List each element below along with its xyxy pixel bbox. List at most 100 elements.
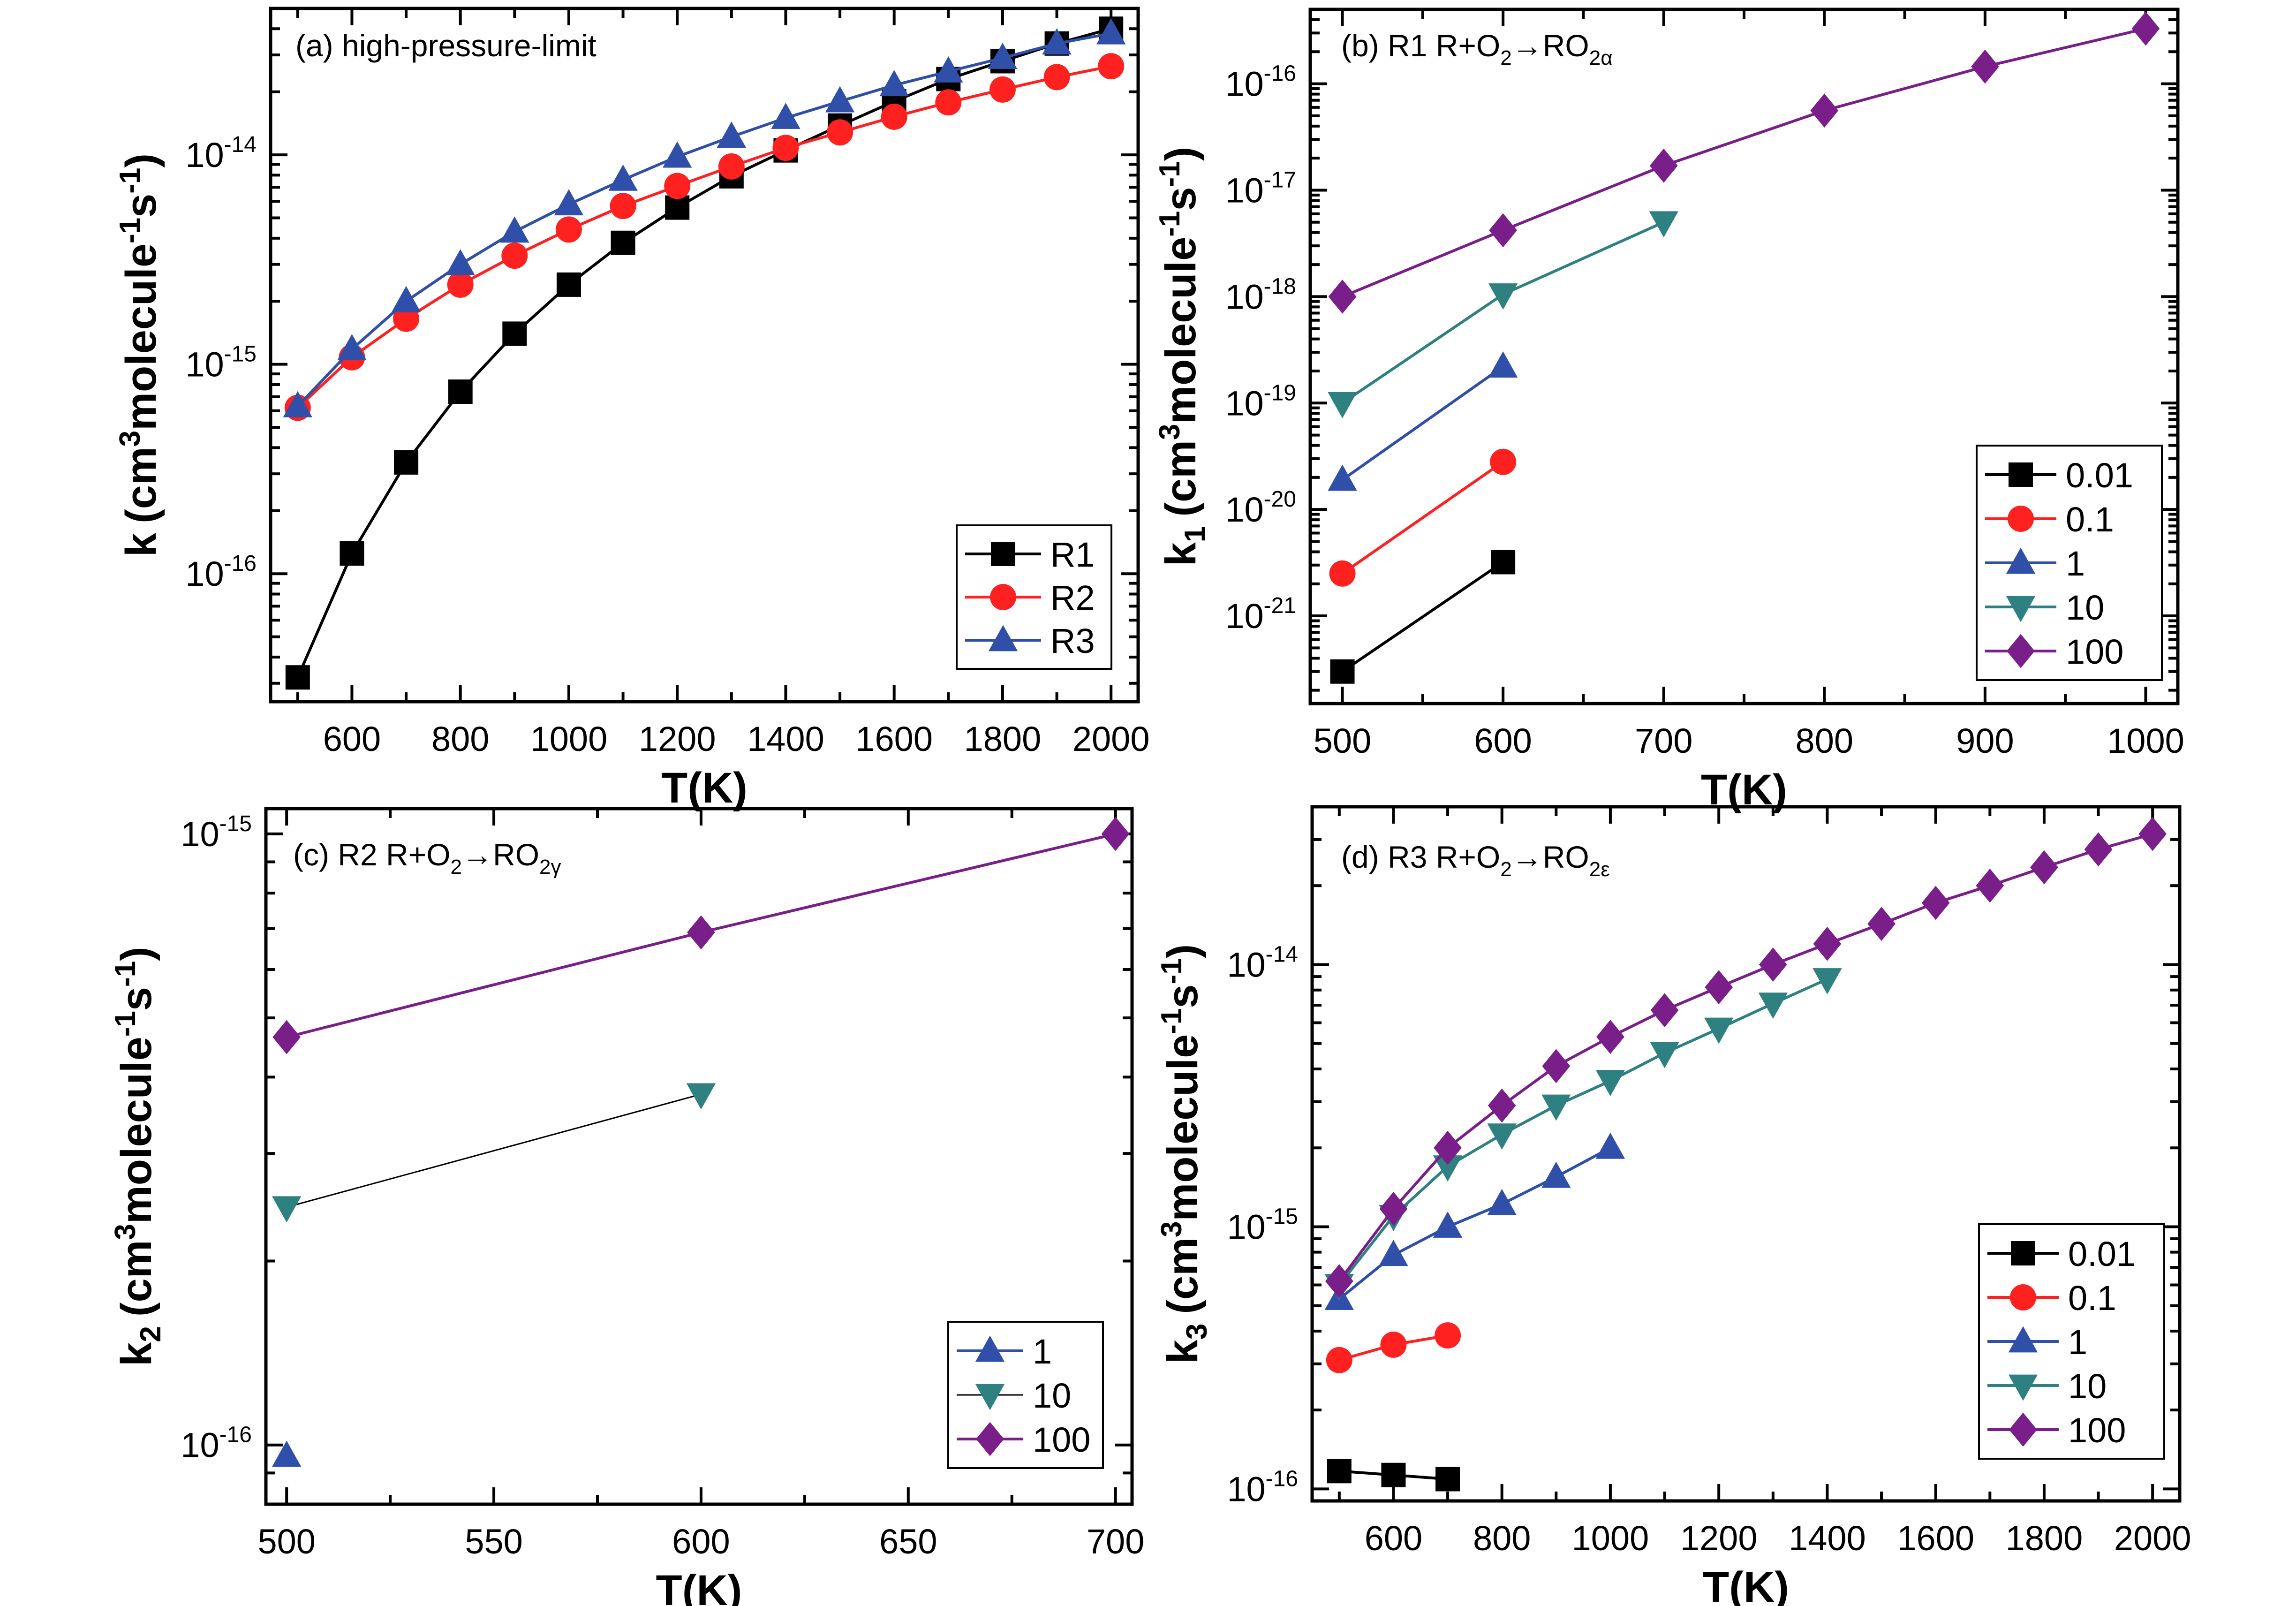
- y-tick-base: 10: [1225, 65, 1263, 104]
- y-axis-title: k3(cm3molecule-1s-1): [1156, 944, 1213, 1364]
- plot-frame: [269, 7, 1140, 704]
- data-point: [1101, 817, 1130, 851]
- series-line: [1342, 27, 2146, 298]
- y-axis-title: k(cm3molecule-1s-1): [114, 153, 165, 557]
- legend-marker: [990, 584, 1016, 610]
- data-point: [1595, 1132, 1625, 1159]
- y-axis-unit-exp: -1: [1156, 1008, 1188, 1034]
- data-point: [1328, 464, 1357, 491]
- legend-marker: [2008, 1374, 2038, 1401]
- y-axis-symbol: k: [113, 1342, 160, 1366]
- data-point: [1042, 28, 1072, 55]
- series-line: [1338, 977, 1828, 1286]
- data-point: [825, 86, 855, 113]
- data-point: [556, 272, 581, 297]
- legend-item: 100: [1985, 632, 2123, 671]
- x-tick-label: 600: [323, 720, 381, 758]
- data-point: [1381, 1462, 1406, 1487]
- y-tick-exponent: -16: [224, 551, 257, 576]
- y-tick-label: 10-14: [185, 132, 257, 174]
- x-tick-label: 2000: [2114, 1519, 2191, 1558]
- series-line: [296, 32, 1111, 408]
- y-tick-label: 10-14: [1227, 942, 1298, 985]
- x-tick-label: 900: [1956, 721, 2014, 760]
- legend-item: R3: [965, 621, 1095, 660]
- y-tick-exponent: -15: [219, 811, 252, 836]
- y-axis-unit-close: ): [1157, 147, 1205, 161]
- data-point: [283, 391, 313, 417]
- data-point: [555, 216, 582, 243]
- series-10: [1328, 211, 1678, 418]
- series-100: [1328, 11, 2160, 314]
- legend-label: 1: [2068, 1323, 2087, 1362]
- series-line: [1341, 561, 1504, 673]
- y-tick-exponent: -20: [1264, 487, 1296, 512]
- panel-label-subscript: 2: [451, 856, 462, 879]
- series-line: [1341, 461, 1504, 575]
- legend: R1 R2 R3: [956, 524, 1112, 670]
- plot-frame: [264, 807, 1134, 1506]
- data-point: [881, 103, 907, 130]
- x-tick-label: 1000: [2107, 721, 2184, 760]
- data-point: [1758, 992, 1788, 1019]
- x-tick-label: 500: [257, 1522, 315, 1561]
- y-tick-label: 10-16: [1225, 61, 1296, 104]
- y-tick-label: 10-20: [1225, 487, 1296, 529]
- legend: 0.01 0.1 1 10 100: [1976, 445, 2163, 681]
- x-axis-title: T(K): [1703, 1563, 1789, 1606]
- y-axis-unit-molecule: molecule: [117, 243, 165, 431]
- data-point: [1327, 1459, 1352, 1484]
- y-tick-base: 10: [1227, 946, 1265, 985]
- data-point: [665, 195, 690, 220]
- y-tick-exponent: -21: [1264, 593, 1296, 618]
- legend-label: 10: [1033, 1376, 1071, 1415]
- legend-label: 10: [2068, 1367, 2107, 1406]
- x-tick-label: 1800: [964, 720, 1042, 758]
- y-tick-exponent: -18: [1264, 274, 1296, 299]
- data-point: [1541, 1161, 1571, 1188]
- data-point: [1329, 560, 1356, 587]
- data-point: [662, 141, 692, 168]
- y-tick-base: 10: [1225, 597, 1263, 636]
- data-point: [1971, 49, 1999, 84]
- x-tick-label: 700: [1087, 1522, 1144, 1561]
- data-point: [686, 1083, 716, 1110]
- y-axis-unit-exp: 3: [1156, 1221, 1188, 1237]
- x-tick-label: 600: [1365, 1519, 1422, 1558]
- data-point: [1542, 1049, 1571, 1083]
- y-axis-unit-exp: 3: [114, 431, 146, 447]
- data-point: [1434, 1130, 1462, 1165]
- data-point: [1921, 886, 1950, 920]
- data-point: [934, 56, 963, 83]
- legend-label: 100: [1033, 1420, 1090, 1459]
- panel-label-arrow: →RO: [462, 837, 539, 872]
- data-point: [447, 271, 474, 298]
- y-tick-base: 10: [1227, 1470, 1265, 1508]
- y-axis-unit-exp: -1: [1154, 161, 1186, 187]
- y-tick-exponent: -16: [1264, 61, 1296, 86]
- legend-item: 100: [957, 1420, 1090, 1459]
- data-point: [1649, 211, 1678, 238]
- data-point: [394, 450, 419, 475]
- data-point: [1867, 907, 1896, 941]
- data-point: [2030, 850, 2058, 885]
- data-point: [1759, 947, 1787, 982]
- legend-item: 1: [1985, 544, 2085, 583]
- data-point: [391, 286, 421, 312]
- y-tick-base: 10: [181, 815, 219, 854]
- legend-item: 0.01: [1987, 1235, 2136, 1273]
- data-point: [448, 379, 473, 404]
- panel-d: 600 800 1000 1200 1400 1600 1800 200010-1610-15…: [1156, 805, 2191, 1606]
- data-point: [687, 915, 715, 950]
- legend-label: 1: [1033, 1332, 1052, 1371]
- series-100: [272, 817, 1130, 1054]
- x-tick-label: 1200: [1680, 1519, 1758, 1558]
- y-axis-unit-close: ): [117, 153, 165, 168]
- y-tick-label: 10-15: [185, 342, 257, 384]
- panel-label: (d) R3 R+O2→RO2ε: [1341, 840, 1610, 881]
- data-point: [1813, 968, 1842, 995]
- y-tick-label: 10-17: [1225, 167, 1296, 210]
- panel-label-subscript: 2: [1500, 858, 1511, 881]
- panel-label: (b) R1 R+O2→RO2α: [1341, 28, 1613, 69]
